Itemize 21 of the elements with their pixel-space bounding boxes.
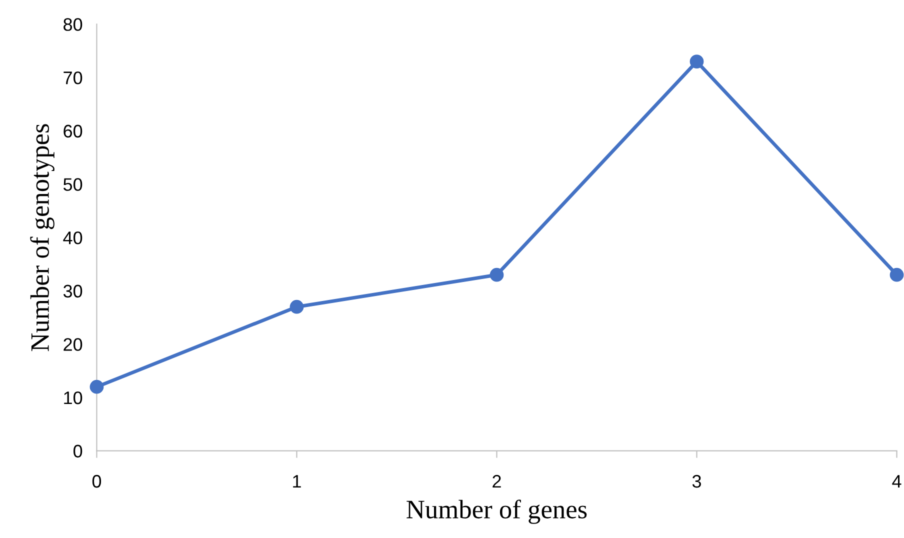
y-tick-label: 0 [74,444,82,458]
point [90,380,104,394]
y-tick-label: 70 [64,71,82,84]
x-tick-label: 0 [92,474,102,488]
y-tick-label: 50 [63,178,82,191]
y-tick-label: 60 [64,124,82,138]
x-tick-label: 3 [692,474,701,488]
point [890,268,904,282]
x-tick-label: 4 [892,475,902,488]
y-tick-label: 20 [64,338,82,351]
point [690,54,704,68]
y-axis-title: Number of genotypes [30,124,54,352]
x-tick-label: 2 [492,474,501,488]
y-tick-label: 80 [64,18,82,31]
x-tick-label: 1 [293,475,301,488]
x-axis-title: Number of genes [406,500,587,524]
point [490,268,504,282]
y-tick-label: 10 [64,391,82,404]
point [290,300,304,314]
y-tick-label: 30 [63,284,82,298]
y-tick-label: 40 [63,231,82,244]
